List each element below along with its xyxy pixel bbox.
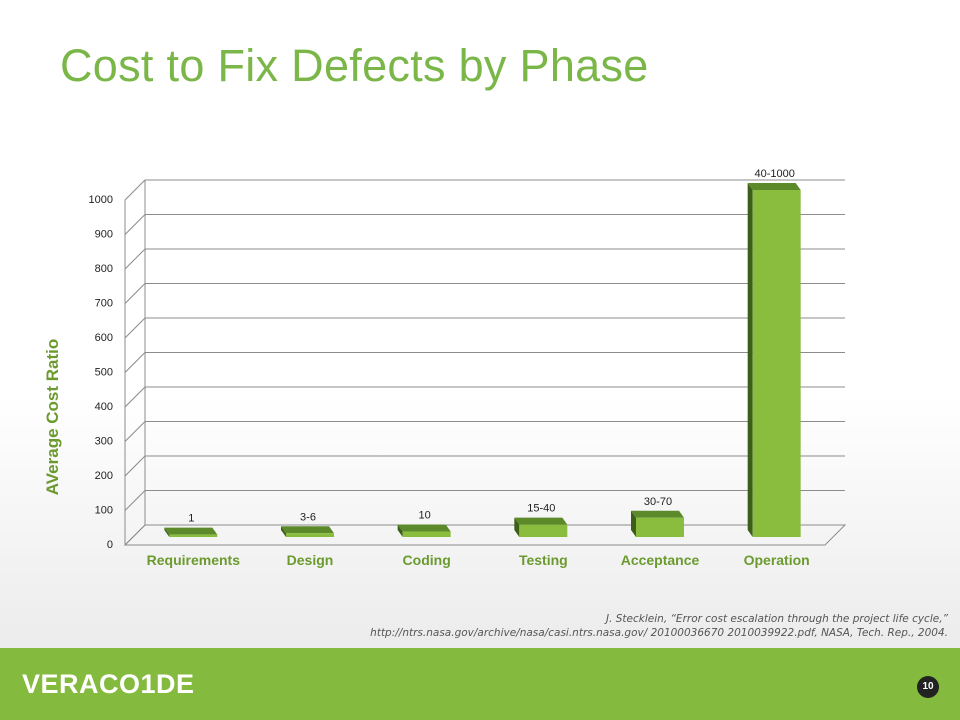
gridline-side: [124, 386, 146, 408]
x-tick-label: Operation: [744, 552, 810, 568]
bar-front-face: [636, 517, 684, 537]
bar-top-face: [164, 527, 218, 535]
data-label: 3-6: [300, 511, 316, 523]
data-label: 10: [419, 510, 431, 522]
bar-side-face: [281, 526, 286, 537]
bar-front-face: [519, 524, 568, 537]
gridline-side: [124, 248, 146, 270]
bar-coding: [397, 524, 451, 537]
chart-bars: 1 3-6 10 15-40 30-70 40-1000: [164, 168, 801, 537]
bar-top-face: [514, 517, 568, 525]
page-number-badge: 10: [917, 676, 939, 698]
bar-front-face: [286, 533, 334, 537]
x-tick-label: Coding: [403, 552, 451, 568]
bar-requirements: [164, 527, 218, 537]
x-axis-labels: Requirements Design Coding Testing Acceptanc…: [147, 552, 810, 568]
y-tick-label: 0: [107, 539, 113, 551]
bar-testing: [514, 517, 568, 537]
bar-front-face: [169, 534, 218, 537]
y-axis-ticks: 0 100 200 300 400 500 600 700 800 900 1000: [89, 194, 113, 551]
bar-front-face: [402, 531, 451, 537]
slide-title: Cost to Fix Defects by Phase: [60, 40, 649, 91]
data-label: 15-40: [527, 503, 555, 515]
data-label: 40-1000: [754, 168, 794, 180]
x-tick-label: Testing: [519, 552, 568, 568]
y-tick-label: 1000: [89, 194, 113, 206]
gridline-side: [124, 524, 146, 546]
x-tick-label: Acceptance: [621, 552, 700, 568]
bar-front-face: [752, 190, 801, 537]
veracode-logo: VERACO1DE: [22, 669, 195, 699]
gridline-side: [124, 317, 146, 339]
y-tick-label: 800: [95, 263, 113, 275]
gridline-side: [124, 352, 146, 373]
bar-top-face: [397, 524, 451, 532]
bar-side-face: [514, 517, 520, 537]
data-label: 1: [188, 513, 194, 525]
chart-floor: [123, 524, 847, 546]
y-tick-label: 600: [95, 332, 113, 344]
gridline-side: [124, 490, 146, 511]
y-tick-label: 400: [95, 401, 113, 413]
bar-side-face: [747, 183, 753, 537]
bar-top-face: [747, 183, 801, 190]
bar-design: [281, 526, 334, 537]
y-tick-label: 500: [95, 367, 113, 379]
y-tick-label: 200: [95, 470, 113, 482]
data-label: 30-70: [644, 496, 672, 508]
y-axis-title: AVerage Cost Ratio: [43, 339, 62, 496]
bar-acceptance: [631, 510, 684, 537]
bar-side-face: [164, 527, 170, 537]
y-tick-label: 300: [95, 436, 113, 448]
bar-top-face: [631, 510, 684, 518]
gridline-side: [124, 283, 146, 304]
bar-side-face: [631, 510, 636, 537]
bar-operation: [747, 183, 801, 537]
gridline-side: [124, 179, 146, 201]
gridline-side: [124, 455, 146, 477]
bar-side-face: [397, 524, 403, 537]
y-tick-label: 900: [95, 229, 113, 241]
bar-top-face: [281, 526, 334, 534]
footer-bar: VERACO1DE 10: [0, 648, 960, 720]
citation-line-2: http://ntrs.nasa.gov/archive/nasa/casi.n…: [370, 627, 948, 639]
y-tick-label: 100: [95, 505, 113, 517]
chart-gridlines: [123, 179, 847, 546]
x-tick-label: Requirements: [147, 552, 241, 568]
gridline-side: [124, 214, 146, 235]
x-tick-label: Design: [287, 552, 334, 568]
gridline-side: [124, 421, 146, 442]
citation-line-1: J. Stecklein, “Error cost escalation thr…: [606, 613, 948, 625]
y-tick-label: 700: [95, 298, 113, 310]
source-citation: J. Stecklein, “Error cost escalation thr…: [308, 612, 948, 640]
